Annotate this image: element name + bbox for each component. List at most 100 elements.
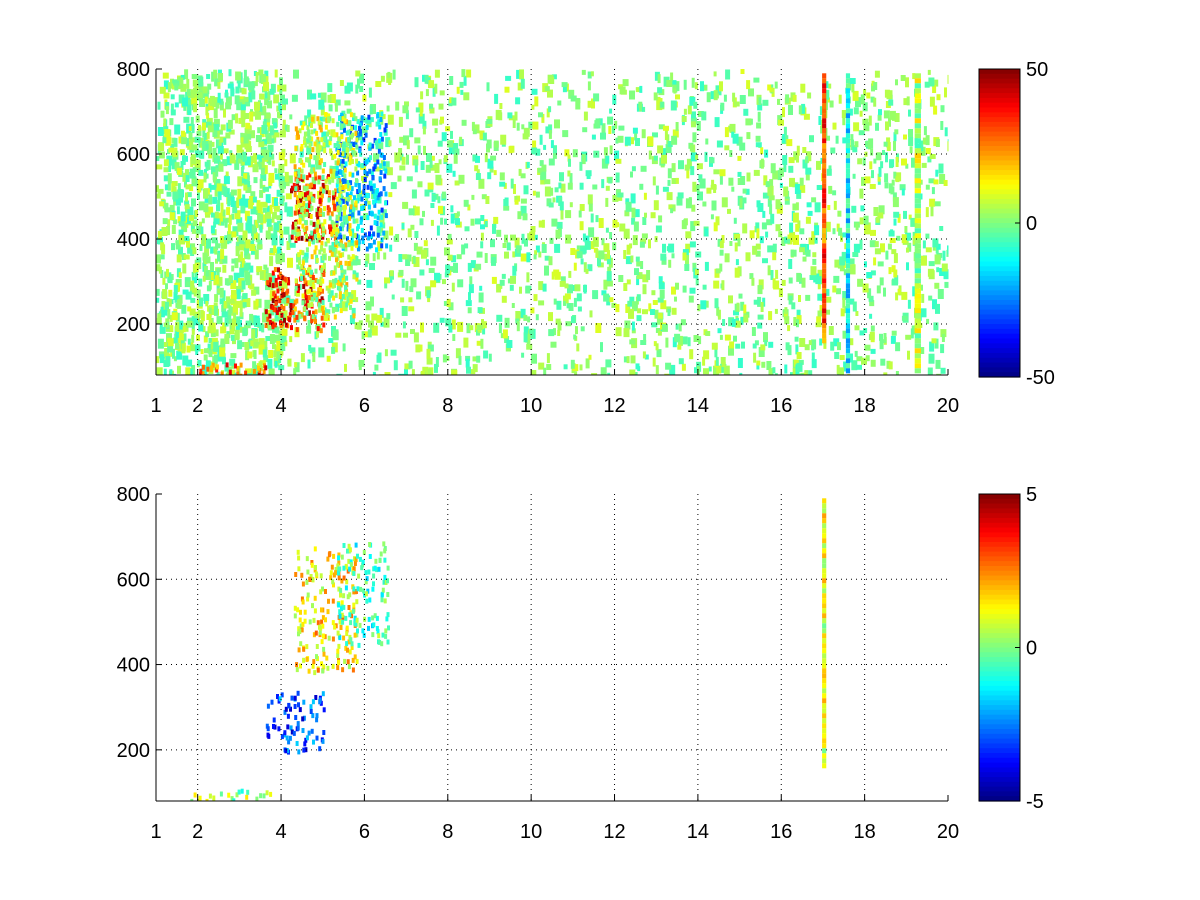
heatmap-cell [934,282,940,289]
heatmap-cell [203,203,209,213]
heatmap-cell [863,215,869,225]
heatmap-cell [892,197,899,208]
heatmap-cell [303,230,307,236]
heatmap-cell [583,111,588,121]
heatmap-cell [381,114,386,120]
colorbar-segment [979,271,1020,277]
heatmap-cell [213,341,219,352]
heatmap-cell [340,268,344,274]
heatmap-cell [355,632,359,638]
heatmap-cell [631,217,636,225]
heatmap-cell [685,198,692,209]
heatmap-cell [315,155,319,161]
heatmap-cell [888,361,893,370]
colorbar-segment [979,112,1020,118]
heatmap-cell [542,283,547,292]
heatmap-cell [414,77,419,88]
heatmap-cell [380,592,384,598]
heatmap-cell [281,292,285,298]
heatmap-cell [278,281,282,286]
heatmap-cell [163,118,167,126]
heatmap-cell [363,192,367,198]
heatmap-cell [352,112,356,118]
heatmap-cell [235,792,239,798]
heatmap-cell [304,737,308,743]
heatmap-cell [492,223,496,234]
heatmap-cell [318,145,322,151]
heatmap-cell [879,333,883,341]
heatmap-cell [360,115,364,121]
heatmap-cell [343,658,347,664]
heatmap-cell [675,177,679,184]
heatmap-cell [363,232,367,238]
heatmap-cell [236,102,243,111]
heatmap-cell [496,284,502,293]
heatmap-cell [778,231,783,238]
heatmap-cell [588,227,595,238]
heatmap-cell [601,238,605,246]
heatmap-cell [816,316,822,326]
heatmap-cell [319,189,323,195]
heatmap-cell [695,154,699,160]
heatmap-cell [380,597,384,603]
heatmap-cell [560,276,566,284]
heatmap-cell [517,82,523,91]
heatmap-cell [175,322,180,332]
heatmap-cell [840,232,843,242]
heatmap-cell [914,353,921,359]
heatmap-cell [242,151,247,162]
heatmap-cell [334,277,338,283]
heatmap-cell [859,330,865,336]
heatmap-cell [224,334,230,344]
heatmap-cell [192,247,197,255]
heatmap-cell [675,94,680,100]
heatmap-cell [197,360,202,366]
heatmap-cell [914,138,921,144]
heatmap-cell [328,551,332,557]
heatmap-cell [666,80,673,87]
heatmap-cell [925,184,930,190]
heatmap-cell [173,219,178,225]
heatmap-cell [224,235,230,245]
heatmap-cell [755,243,761,250]
heatmap-cell [443,155,448,163]
heatmap-cell [352,218,356,224]
heatmap-cell [644,212,647,218]
heatmap-cell [287,739,291,745]
heatmap-cell [598,118,603,126]
heatmap-cell [219,346,226,357]
heatmap-cell [676,196,683,206]
heatmap-cell [194,263,199,273]
heatmap-cell [357,642,361,648]
heatmap-cell [320,661,324,667]
heatmap-cell [173,356,177,362]
heatmap-cell [229,150,233,156]
heatmap-cell [165,136,172,146]
heatmap-cell [689,287,696,294]
heatmap-cell [422,74,425,82]
heatmap-cell [342,635,346,641]
heatmap-cell [190,89,195,99]
heatmap-cell [210,272,214,280]
heatmap-cell [767,186,773,196]
heatmap-cell [426,290,431,299]
heatmap-cell [208,151,212,159]
heatmap-cell [315,130,319,136]
heatmap-cell [822,203,827,209]
colorbar-segment [979,136,1020,142]
heatmap-cell [231,323,235,333]
heatmap-cell [755,142,762,148]
heatmap-cell [259,102,263,112]
heatmap-cell [420,161,425,170]
heatmap-cell [199,99,206,107]
heatmap-cell [344,184,348,190]
heatmap-cell [278,365,285,371]
heatmap-cell [356,628,359,634]
heatmap-cell [486,139,492,149]
colorbar-segment [979,314,1020,320]
x-tick-label: 8 [442,395,453,417]
heatmap-cell [275,282,279,288]
heatmap-cell [336,648,340,654]
heatmap-cell [244,342,250,350]
